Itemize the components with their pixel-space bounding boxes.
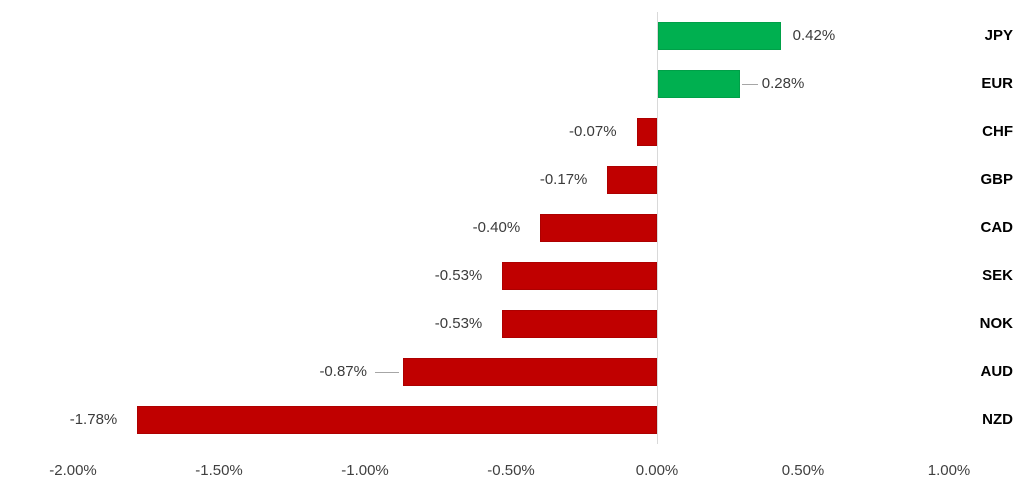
bar-eur[interactable]: [658, 70, 740, 98]
data-label-chf: -0.07%: [569, 123, 617, 140]
category-label-cad: CAD: [980, 219, 1014, 236]
x-tick--0_50: -0.50%: [487, 462, 535, 479]
x-tick--2_00: -2.00%: [49, 462, 97, 479]
leader-line-eur: [741, 84, 758, 85]
category-label-eur: EUR: [981, 75, 1013, 92]
data-label-sek: -0.53%: [434, 267, 483, 284]
leader-line-aud: [374, 372, 399, 373]
bar-sek[interactable]: [502, 262, 657, 290]
bar-nok[interactable]: [502, 310, 657, 338]
data-label-eur: 0.28%: [761, 75, 805, 92]
x-tick-1_00: 1.00%: [927, 462, 971, 479]
data-label-gbp: -0.17%: [539, 171, 588, 188]
x-tick-0_50: 0.50%: [781, 462, 825, 479]
bar-nzd[interactable]: [137, 406, 657, 434]
bar-chf[interactable]: [636, 118, 657, 146]
category-label-aud: AUD: [980, 363, 1014, 380]
data-label-nzd: -1.78%: [69, 411, 118, 428]
data-label-cad: -0.40%: [472, 219, 521, 236]
zero-axis-line: [657, 12, 658, 444]
x-tick--1_00: -1.00%: [341, 462, 389, 479]
x-tick--1_50: -1.50%: [195, 462, 243, 479]
bar-cad[interactable]: [540, 214, 657, 242]
data-label-aud: -0.87%: [319, 363, 367, 380]
category-label-jpy: JPY: [984, 27, 1013, 44]
category-label-nzd: NZD: [982, 411, 1013, 428]
category-label-gbp: GBP: [980, 171, 1013, 188]
x-tick-0_00: 0.00%: [635, 462, 679, 479]
bar-jpy[interactable]: [658, 22, 781, 50]
category-label-sek: SEK: [982, 267, 1013, 284]
category-label-nok: NOK: [979, 315, 1013, 332]
data-label-nok: -0.53%: [434, 315, 483, 332]
bar-aud[interactable]: [402, 358, 657, 386]
category-label-chf: CHF: [982, 123, 1013, 140]
data-label-jpy: 0.42%: [792, 27, 836, 44]
bar-gbp[interactable]: [607, 166, 657, 194]
